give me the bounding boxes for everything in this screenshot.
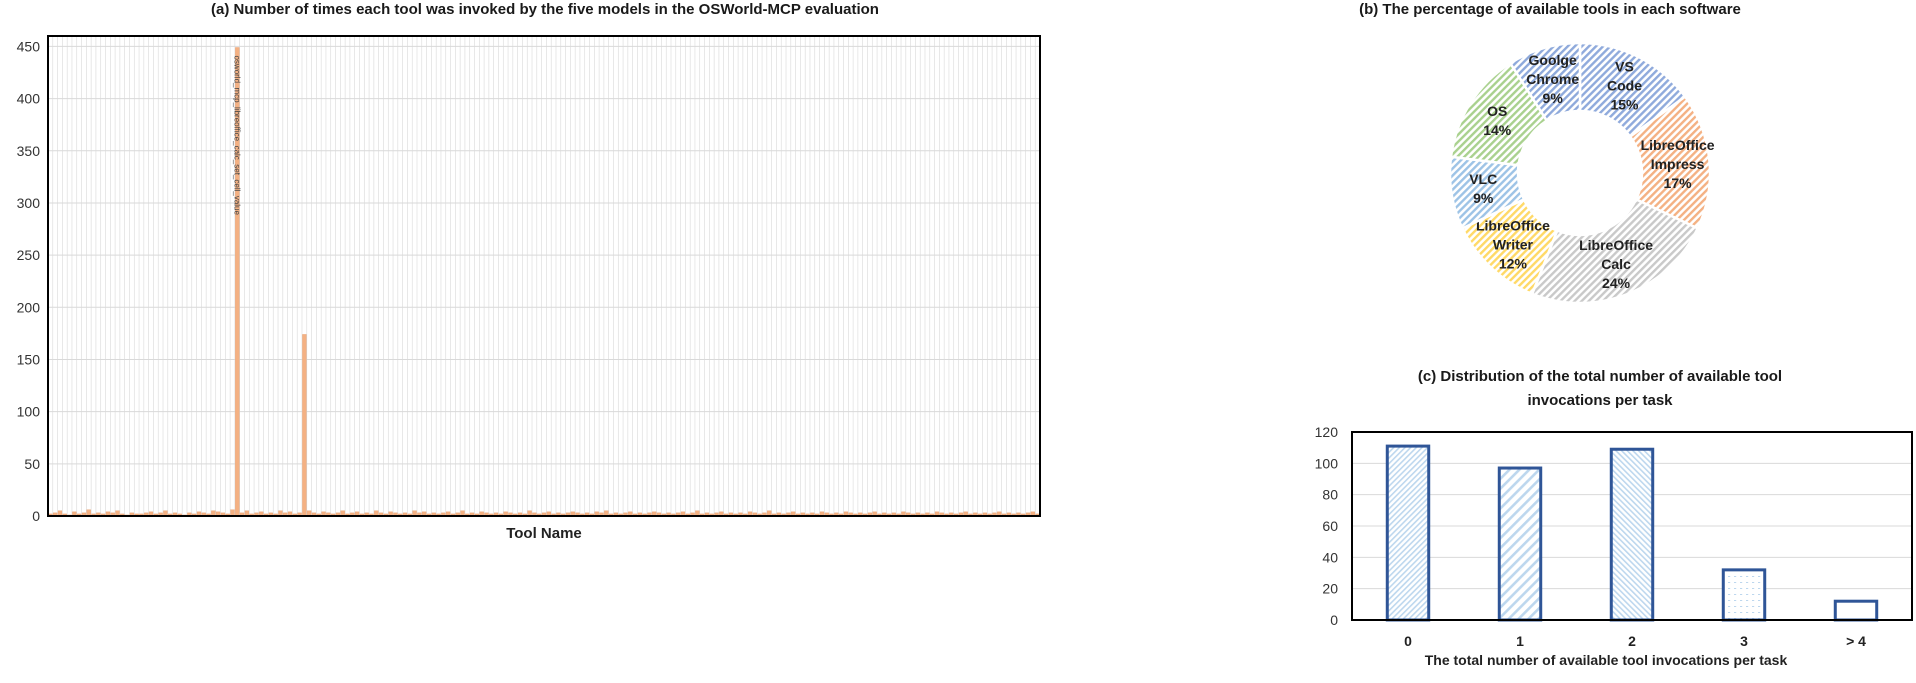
- chart-c-title-line2: invocations per task: [1527, 392, 1673, 409]
- x-tick-label: 0: [1404, 633, 1412, 649]
- pie-slice-label: VS: [1615, 59, 1634, 75]
- chart-b-title: (b) The percentage of available tools in…: [1359, 1, 1741, 18]
- x-tick-label: > 4: [1846, 633, 1866, 649]
- y-tick-label: 200: [17, 299, 41, 315]
- bar: [1833, 599, 1879, 622]
- chart-a-title: (a) Number of times each tool was invoke…: [211, 1, 879, 18]
- pie-percent-label: 14%: [1483, 122, 1512, 138]
- y-tick-label: 80: [1322, 487, 1338, 503]
- pie-percent-label: 17%: [1664, 175, 1693, 191]
- y-tick-label: 120: [1315, 424, 1339, 440]
- y-tick-label: 350: [17, 143, 41, 159]
- plot-frame: [1351, 431, 1913, 621]
- pie-percent-label: 24%: [1602, 275, 1631, 291]
- pie-percent-label: 15%: [1610, 97, 1639, 113]
- chart-c-title-line1: (c) Distribution of the total number of …: [1417, 368, 1783, 385]
- y-tick-label: 0: [1330, 612, 1338, 628]
- bar: [1609, 447, 1655, 622]
- pie-percent-label: 9%: [1543, 90, 1564, 106]
- pie-slice-label: LibreOffice: [1476, 217, 1550, 233]
- bar: [1721, 568, 1767, 622]
- y-tick-label: 40: [1322, 549, 1338, 565]
- x-tick-label: 2: [1628, 633, 1636, 649]
- pie-slice-label: Calc: [1601, 256, 1631, 272]
- y-tick-label: 20: [1322, 581, 1338, 597]
- pie-slice-label: Code: [1607, 78, 1642, 94]
- bar: [1385, 444, 1431, 622]
- bar: [1497, 466, 1543, 622]
- y-tick-label: 100: [17, 404, 41, 420]
- y-tick-label: 0: [32, 508, 40, 524]
- pie-slice-label: OS: [1487, 103, 1507, 119]
- pie-slice: [1530, 197, 1700, 305]
- chart-c-title: (c) Distribution of the total number of …: [1290, 365, 1910, 413]
- pie-slice-label: LibreOffice: [1641, 137, 1715, 153]
- y-tick-label: 60: [1322, 518, 1338, 534]
- y-tick-label: 150: [17, 351, 41, 367]
- pie-slice-label: Chrome: [1526, 71, 1579, 87]
- y-tick-label: 450: [17, 38, 41, 54]
- y-tick-label: 250: [17, 247, 41, 263]
- x-axis-label: Tool Name: [506, 525, 582, 542]
- x-tick-label: 3: [1740, 633, 1748, 649]
- pie-slice-label: LibreOffice: [1579, 237, 1653, 253]
- plot-frame: [47, 35, 1041, 517]
- y-tick-label: 300: [17, 195, 41, 211]
- x-tick-label: 1: [1516, 633, 1524, 649]
- pie-slice-label: VLC: [1469, 171, 1497, 187]
- pie-percent-label: 12%: [1499, 255, 1528, 271]
- bar: [302, 334, 307, 517]
- y-tick-label: 50: [24, 456, 40, 472]
- chart-b: VS Code 15% LibreOffice Impress 17% LibreOffic…: [1450, 41, 1715, 305]
- y-tick-label: 400: [17, 91, 41, 107]
- y-tick-label: 100: [1315, 455, 1339, 471]
- chart-c: 0 20 40 60 80 100 120 0 1 2 3 > 4 The total number o…: [1315, 424, 1913, 668]
- pie-percent-label: 9%: [1473, 190, 1494, 206]
- pie-slice: [1508, 41, 1582, 123]
- x-axis-label: The total number of available tool invoc…: [1425, 652, 1788, 668]
- bar-label: osworld_mcp_libreoffice_calc_set_cell_va…: [232, 55, 241, 215]
- pie-slice-label: Goolge: [1529, 52, 1577, 68]
- chart-a: 0 50 100 150 200 250 300 350 400 450 osworld_mcp_l…: [17, 35, 1041, 542]
- pie-slice-label: Writer: [1493, 236, 1534, 252]
- pie-slice-label: Impress: [1651, 156, 1705, 172]
